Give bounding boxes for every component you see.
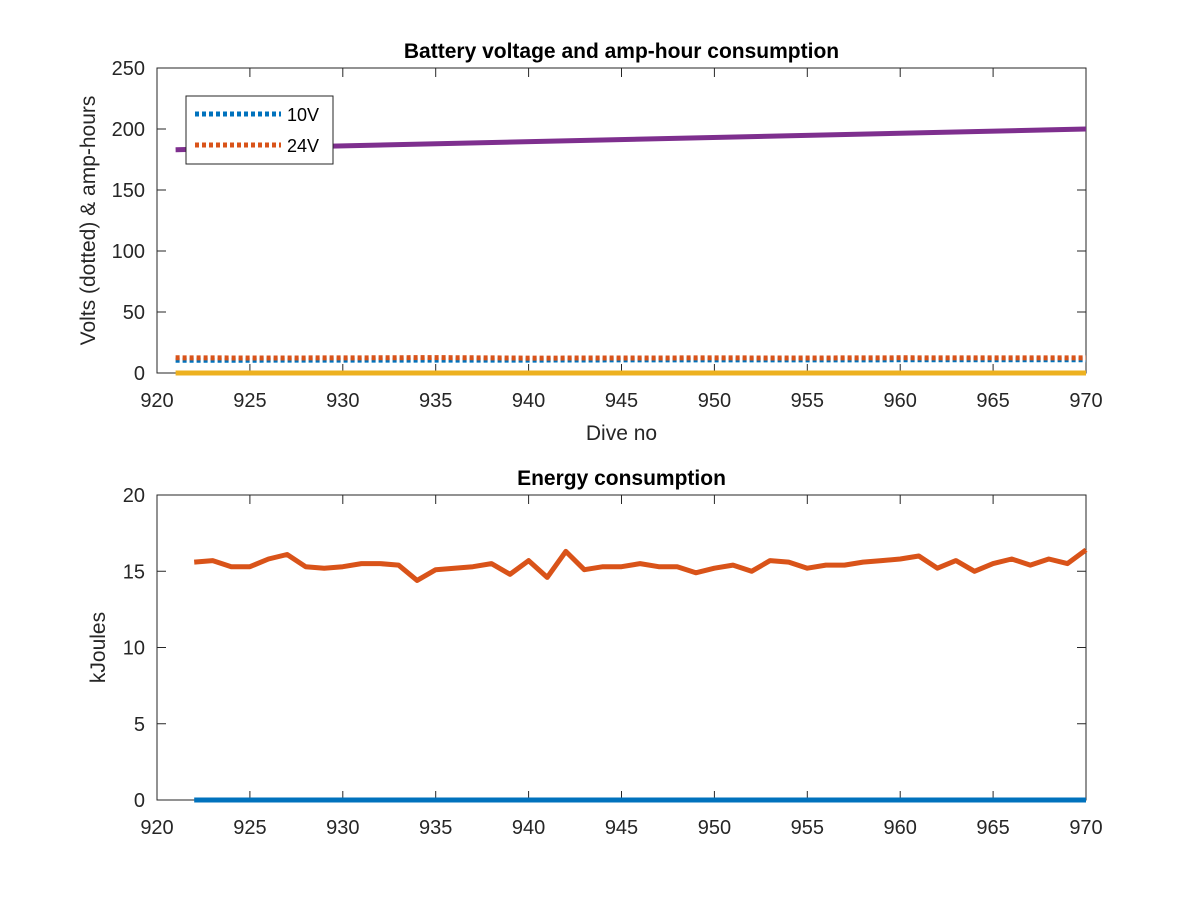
x-tick-label: 935 xyxy=(419,817,452,839)
x-tick-label: 920 xyxy=(140,390,173,412)
legend-label: 24V xyxy=(287,136,319,156)
y-tick-label: 10 xyxy=(123,638,145,660)
series-line-0 xyxy=(193,547,1088,583)
y-tick-label: 100 xyxy=(112,241,145,263)
plot-title: Battery voltage and amp-hour consumption xyxy=(404,40,839,63)
x-tick-label: 935 xyxy=(419,390,452,412)
x-tick-label: 960 xyxy=(884,817,917,839)
y-tick-label: 0 xyxy=(134,363,145,385)
x-tick-label: 970 xyxy=(1069,817,1102,839)
y-tick-label: 200 xyxy=(112,119,145,141)
y-tick-label: 150 xyxy=(112,180,145,202)
legend-box xyxy=(185,95,334,165)
y-tick-label: 5 xyxy=(134,714,145,736)
x-tick-label: 920 xyxy=(140,817,173,839)
x-tick-label: 960 xyxy=(884,390,917,412)
x-tick-label: 940 xyxy=(512,817,545,839)
y-tick-label: 50 xyxy=(123,302,145,324)
x-axis-label: Dive no xyxy=(586,422,657,445)
y-axis-label: Volts (dotted) & amp-hours xyxy=(77,96,100,346)
plot-area xyxy=(156,494,1087,801)
x-tick-label: 955 xyxy=(791,817,824,839)
x-tick-label: 940 xyxy=(512,390,545,412)
x-tick-label: 955 xyxy=(791,390,824,412)
x-tick-label: 965 xyxy=(976,390,1009,412)
x-tick-label: 950 xyxy=(698,390,731,412)
y-axis-label: kJoules xyxy=(87,612,110,683)
y-tick-label: 0 xyxy=(134,790,145,812)
x-tick-label: 970 xyxy=(1069,390,1102,412)
x-tick-label: 950 xyxy=(698,817,731,839)
x-tick-label: 945 xyxy=(605,817,638,839)
x-tick-label: 930 xyxy=(326,390,359,412)
voltage-amphour-axes: 920 925 930 935 940 945 950 955 960 965 970 0 50 100 1… xyxy=(77,40,1103,445)
series-line-1 xyxy=(175,355,1086,361)
x-tick-label: 930 xyxy=(326,817,359,839)
x-tick-label: 925 xyxy=(233,817,266,839)
energy-axes: 920 925 930 935 940 945 950 955 960 965 970 0 5 10 15 2… xyxy=(87,467,1103,839)
y-tick-label: 20 xyxy=(123,485,145,507)
plot-title: Energy consumption xyxy=(517,467,726,490)
legend-label: 10V xyxy=(287,105,319,125)
y-tick-label: 250 xyxy=(112,58,145,80)
y-tick-label: 15 xyxy=(123,561,145,583)
x-tick-label: 965 xyxy=(976,817,1009,839)
x-tick-label: 945 xyxy=(605,390,638,412)
x-tick-label: 925 xyxy=(233,390,266,412)
